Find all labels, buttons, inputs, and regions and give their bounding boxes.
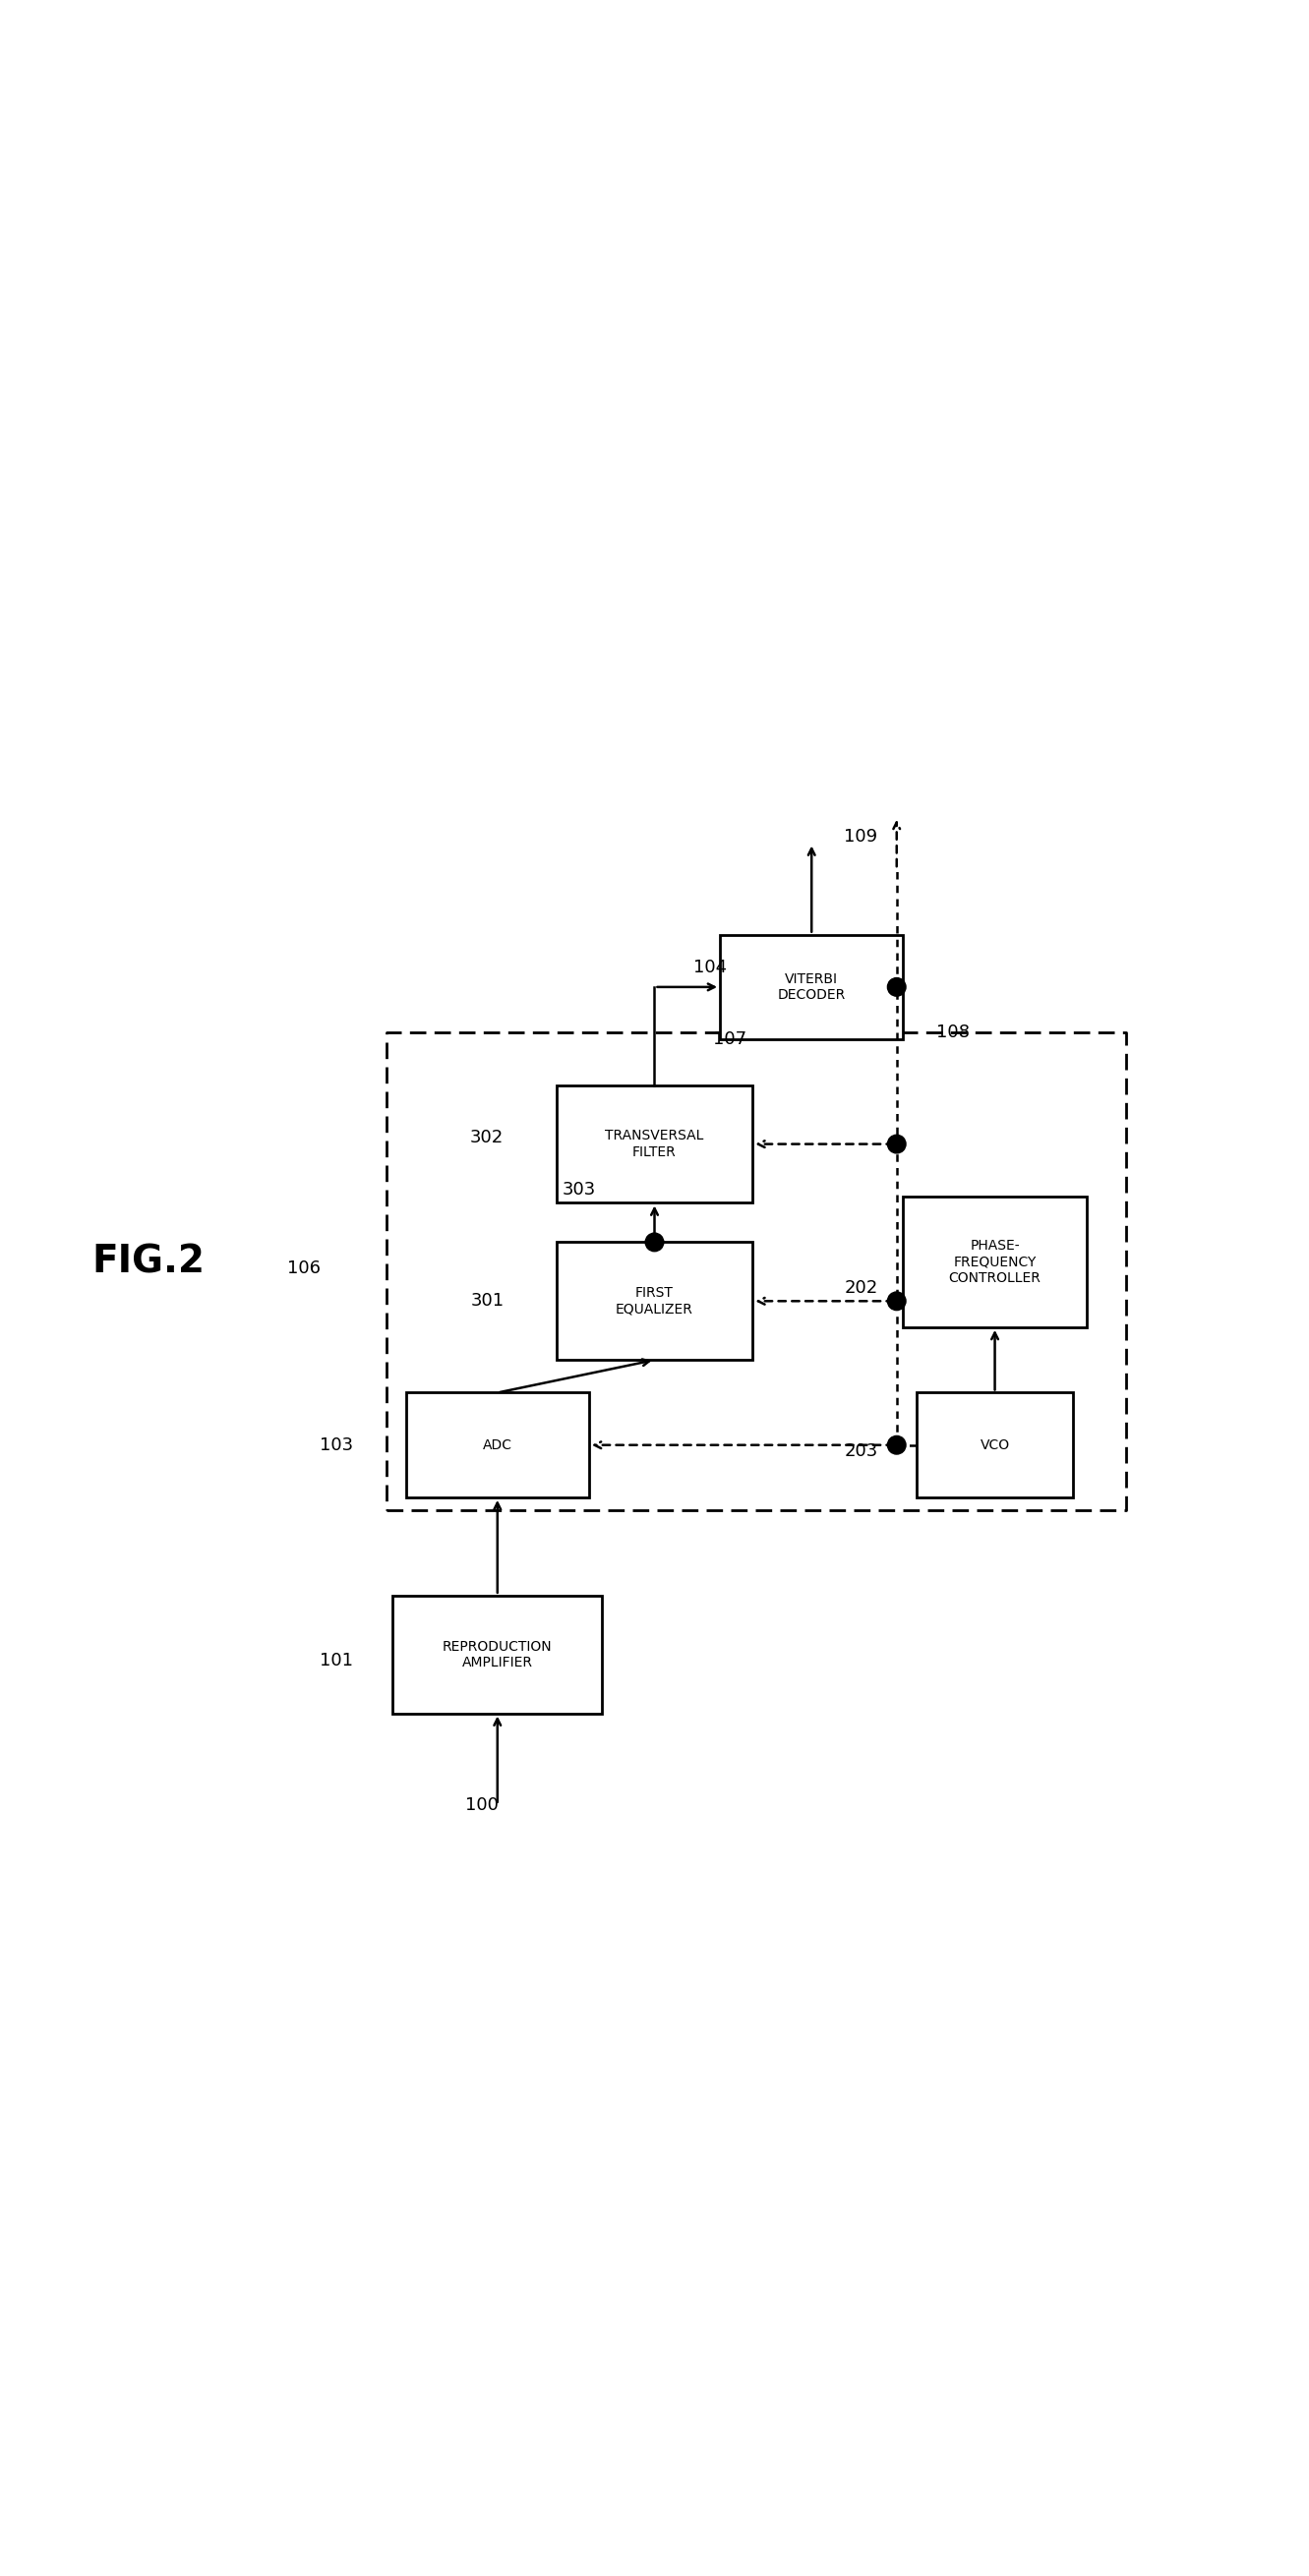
Text: 301: 301	[470, 1293, 504, 1311]
Text: 108: 108	[936, 1025, 970, 1041]
Text: 303: 303	[562, 1180, 596, 1198]
FancyBboxPatch shape	[406, 1394, 589, 1497]
Text: FIG.2: FIG.2	[92, 1244, 204, 1280]
Text: 302: 302	[470, 1128, 504, 1146]
Text: 203: 203	[844, 1443, 878, 1461]
FancyBboxPatch shape	[903, 1195, 1086, 1327]
FancyBboxPatch shape	[916, 1394, 1073, 1497]
Circle shape	[888, 979, 906, 997]
Text: VCO: VCO	[980, 1437, 1009, 1453]
Circle shape	[888, 1435, 906, 1455]
FancyBboxPatch shape	[393, 1595, 602, 1713]
Text: 202: 202	[844, 1280, 878, 1296]
Text: VITERBI
DECODER: VITERBI DECODER	[778, 971, 846, 1002]
Circle shape	[888, 1136, 906, 1154]
Text: TRANSVERSAL
FILTER: TRANSVERSAL FILTER	[605, 1128, 704, 1159]
Text: 109: 109	[844, 827, 878, 845]
Text: 107: 107	[713, 1030, 747, 1048]
FancyBboxPatch shape	[720, 935, 903, 1038]
FancyBboxPatch shape	[556, 1242, 753, 1360]
Text: 106: 106	[287, 1260, 321, 1278]
Text: PHASE-
FREQUENCY
CONTROLLER: PHASE- FREQUENCY CONTROLLER	[949, 1239, 1041, 1285]
Circle shape	[888, 1293, 906, 1311]
Text: 100: 100	[465, 1795, 497, 1814]
Text: 101: 101	[319, 1651, 353, 1669]
Text: 103: 103	[319, 1437, 353, 1453]
FancyBboxPatch shape	[556, 1084, 753, 1203]
Text: FIRST
EQUALIZER: FIRST EQUALIZER	[615, 1285, 694, 1316]
Text: ADC: ADC	[483, 1437, 512, 1453]
Text: 104: 104	[692, 958, 726, 976]
Text: REPRODUCTION
AMPLIFIER: REPRODUCTION AMPLIFIER	[442, 1638, 552, 1669]
Circle shape	[645, 1234, 664, 1252]
